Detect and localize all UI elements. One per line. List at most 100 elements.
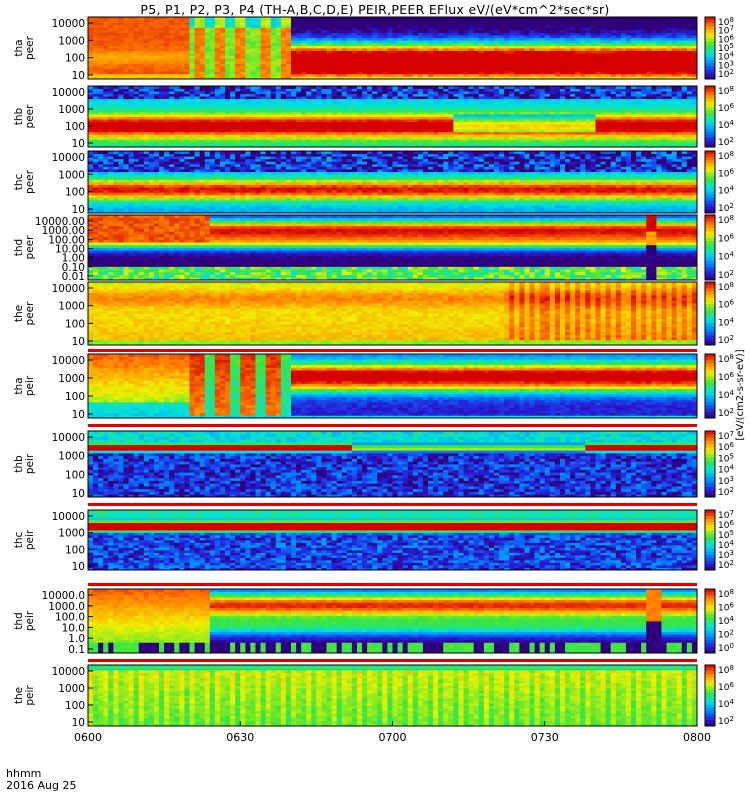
heatmap-cell <box>504 50 510 54</box>
heatmap-cell <box>417 71 424 75</box>
heatmap-cell <box>225 86 231 89</box>
heatmap-cell <box>351 126 358 130</box>
heatmap-cell <box>351 113 358 117</box>
heatmap-cell <box>351 60 358 64</box>
heatmap-cell <box>499 86 505 89</box>
heatmap-cell <box>651 71 657 75</box>
heatmap-cell <box>291 98 297 102</box>
heatmap-cell <box>189 91 195 95</box>
heatmap-cell <box>143 58 150 62</box>
heatmap-cell <box>478 45 485 49</box>
heatmap-cell <box>620 17 627 20</box>
heatmap-cell <box>676 42 683 46</box>
heatmap-cell <box>509 91 515 95</box>
heatmap-cell <box>311 71 317 75</box>
heatmap-cell <box>291 55 297 59</box>
heatmap-cell <box>301 22 307 26</box>
heatmap-cell <box>235 50 241 54</box>
heatmap-cell <box>595 73 601 77</box>
heatmap-cell <box>382 141 388 145</box>
heatmap-cell <box>255 141 261 145</box>
heatmap-cell <box>250 50 256 54</box>
heatmap-cell <box>494 42 500 46</box>
heatmap-cell <box>118 63 124 67</box>
heatmap-cell <box>488 35 495 39</box>
heatmap-cell <box>88 93 94 97</box>
heatmap-cell <box>108 63 114 67</box>
heatmap-cell <box>433 108 439 112</box>
heatmap-cell <box>169 93 175 97</box>
heatmap-cell <box>280 116 287 120</box>
heatmap-cell <box>666 17 673 20</box>
heatmap-cell <box>478 108 485 112</box>
heatmap-cell <box>316 96 322 100</box>
heatmap-cell <box>351 32 358 36</box>
heatmap-cell <box>285 76 292 80</box>
heatmap-cell <box>468 58 475 62</box>
heatmap-cell <box>681 19 688 23</box>
heatmap-cell <box>204 116 211 120</box>
heatmap-cell <box>351 131 358 135</box>
heatmap-cell <box>686 71 693 75</box>
heatmap-cell <box>321 121 327 125</box>
heatmap-cell <box>169 111 175 115</box>
heatmap-cell <box>463 37 470 41</box>
heatmap-cell <box>265 134 272 138</box>
heatmap-cell <box>346 40 353 44</box>
heatmap-cell <box>219 53 226 57</box>
heatmap-cell <box>377 108 383 112</box>
heatmap-cell <box>478 121 485 125</box>
heatmap-cell <box>204 48 211 51</box>
heatmap-cell <box>321 141 327 145</box>
heatmap-cell <box>194 88 201 92</box>
heatmap-cell <box>585 55 591 59</box>
heatmap-cell <box>341 136 348 140</box>
heatmap-cell <box>519 139 525 143</box>
heatmap-cell <box>524 124 530 128</box>
heatmap-cell <box>524 42 530 46</box>
heatmap-cell <box>103 103 109 107</box>
heatmap-cell <box>321 139 327 143</box>
heatmap-cell <box>245 119 251 122</box>
heatmap-cell <box>113 27 119 31</box>
heatmap-cell <box>174 60 180 64</box>
heatmap-cell <box>164 73 170 77</box>
heatmap-cell <box>585 50 591 54</box>
heatmap-cell <box>372 66 378 70</box>
heatmap-cell <box>351 55 358 59</box>
heatmap-cell <box>615 50 622 54</box>
heatmap-cell <box>438 134 444 138</box>
heatmap-cell <box>93 66 99 70</box>
heatmap-cell <box>554 32 561 36</box>
heatmap-cell <box>524 113 530 117</box>
heatmap-cell <box>108 106 114 110</box>
heatmap-cell <box>296 76 302 80</box>
heatmap-cell <box>88 37 94 41</box>
heatmap-cell <box>194 37 201 41</box>
heatmap-cell <box>463 53 470 57</box>
heatmap-cell <box>478 139 485 143</box>
heatmap-cell <box>235 93 241 97</box>
heatmap-cell <box>291 22 297 26</box>
heatmap-cell <box>504 134 510 138</box>
heatmap-cell <box>494 139 500 143</box>
heatmap-cell <box>524 121 530 125</box>
heatmap-cell <box>559 48 566 51</box>
heatmap-cell <box>433 91 439 95</box>
heatmap-cell <box>169 71 175 75</box>
heatmap-cell <box>275 88 282 92</box>
heatmap-cell <box>275 139 282 143</box>
heatmap-cell <box>392 29 398 33</box>
colorbar-tick-label: 107 <box>718 25 734 37</box>
heatmap-cell <box>103 113 109 117</box>
heatmap-cell <box>514 141 520 145</box>
heatmap-cell <box>367 129 373 133</box>
heatmap-cell <box>554 24 561 28</box>
heatmap-cell <box>143 48 150 51</box>
heatmap-cell <box>153 121 160 125</box>
heatmap-cell <box>412 55 419 59</box>
heatmap-cell <box>250 141 256 145</box>
heatmap-cell <box>255 139 261 143</box>
heatmap-cell <box>301 119 307 122</box>
heatmap-cell <box>362 27 368 31</box>
